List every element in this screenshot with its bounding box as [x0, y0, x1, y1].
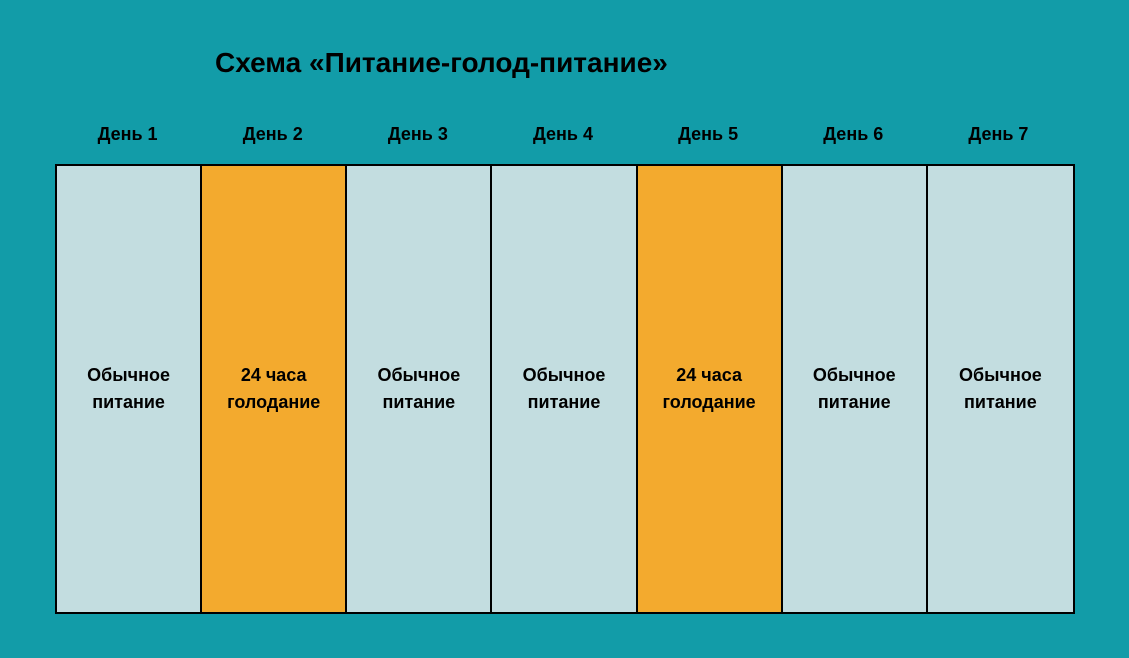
day-line1-7: Обычное — [959, 362, 1042, 389]
day-line1-2: 24 часа — [227, 362, 320, 389]
day-column-4: Обычное питание — [492, 166, 637, 612]
day-text-1: Обычное питание — [87, 362, 170, 416]
day-line2-7: питание — [959, 389, 1042, 416]
day-line2-2: голодание — [227, 389, 320, 416]
day-column-1: Обычное питание — [57, 166, 202, 612]
day-column-7: Обычное питание — [928, 166, 1073, 612]
header-row: День 1 День 2 День 3 День 4 День 5 День … — [55, 124, 1075, 154]
day-column-6: Обычное питание — [783, 166, 928, 612]
header-cell-6: День 6 — [781, 124, 926, 154]
day-line2-6: питание — [813, 389, 896, 416]
day-text-5: 24 часа голодание — [663, 362, 756, 416]
day-text-6: Обычное питание — [813, 362, 896, 416]
header-cell-4: День 4 — [490, 124, 635, 154]
header-cell-3: День 3 — [345, 124, 490, 154]
day-text-3: Обычное питание — [377, 362, 460, 416]
day-line2-4: питание — [523, 389, 606, 416]
header-cell-2: День 2 — [200, 124, 345, 154]
day-text-2: 24 часа голодание — [227, 362, 320, 416]
day-line1-4: Обычное — [523, 362, 606, 389]
day-line2-3: питание — [377, 389, 460, 416]
day-column-2: 24 часа голодание — [202, 166, 347, 612]
day-line1-6: Обычное — [813, 362, 896, 389]
day-line1-1: Обычное — [87, 362, 170, 389]
day-line1-3: Обычное — [377, 362, 460, 389]
columns-row: Обычное питание 24 часа голодание Обычно… — [55, 164, 1075, 614]
day-line2-5: голодание — [663, 389, 756, 416]
day-text-7: Обычное питание — [959, 362, 1042, 416]
day-line1-5: 24 часа — [663, 362, 756, 389]
day-text-4: Обычное питание — [523, 362, 606, 416]
header-cell-7: День 7 — [926, 124, 1071, 154]
header-cell-5: День 5 — [636, 124, 781, 154]
day-line2-1: питание — [87, 389, 170, 416]
chart-container: Схема «Питание-голод-питание» День 1 Ден… — [0, 0, 1129, 658]
day-column-3: Обычное питание — [347, 166, 492, 612]
header-cell-1: День 1 — [55, 124, 200, 154]
day-column-5: 24 часа голодание — [638, 166, 783, 612]
chart-title: Схема «Питание-голод-питание» — [215, 47, 668, 79]
